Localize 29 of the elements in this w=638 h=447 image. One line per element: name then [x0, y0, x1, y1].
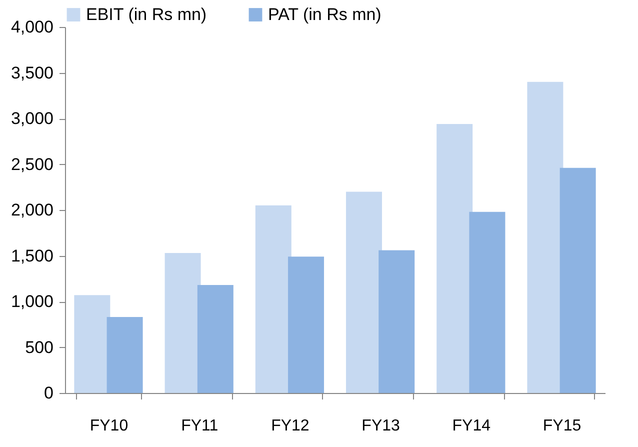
x-tick-label: FY11: [181, 418, 218, 434]
y-tick-label: 0: [44, 384, 54, 402]
bar: [197, 285, 234, 393]
y-tick-label: 1,000: [10, 292, 54, 311]
bar: [164, 253, 201, 393]
x-tick-label: FY12: [271, 418, 310, 434]
bar: [378, 250, 415, 393]
bar: [436, 124, 473, 393]
bar: [106, 317, 143, 393]
bar: [288, 256, 324, 393]
bar: [469, 212, 506, 393]
bar: [255, 205, 292, 393]
bar: [560, 168, 596, 393]
legend-label: EBIT (in Rs mn): [86, 4, 207, 24]
y-tick-label: 4,000: [10, 18, 54, 36]
legend-label: PAT (in Rs mn): [268, 4, 382, 24]
bar: [346, 192, 382, 393]
x-tick-label: FY10: [90, 418, 128, 434]
x-tick-label: FY13: [362, 418, 400, 434]
bar: [527, 82, 564, 393]
x-tick-label: FY15: [542, 418, 582, 434]
y-tick-label: 1,500: [10, 246, 54, 266]
y-tick-label: 2,000: [10, 200, 54, 220]
y-tick-label: 3,000: [10, 109, 54, 128]
bar: [74, 295, 110, 393]
y-tick-label: 2,500: [10, 154, 54, 174]
y-tick-label: 500: [25, 338, 54, 357]
x-tick-label: FY14: [452, 418, 491, 434]
y-tick-label: 3,500: [10, 63, 54, 82]
